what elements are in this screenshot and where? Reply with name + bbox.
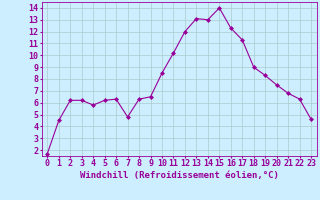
X-axis label: Windchill (Refroidissement éolien,°C): Windchill (Refroidissement éolien,°C) xyxy=(80,171,279,180)
